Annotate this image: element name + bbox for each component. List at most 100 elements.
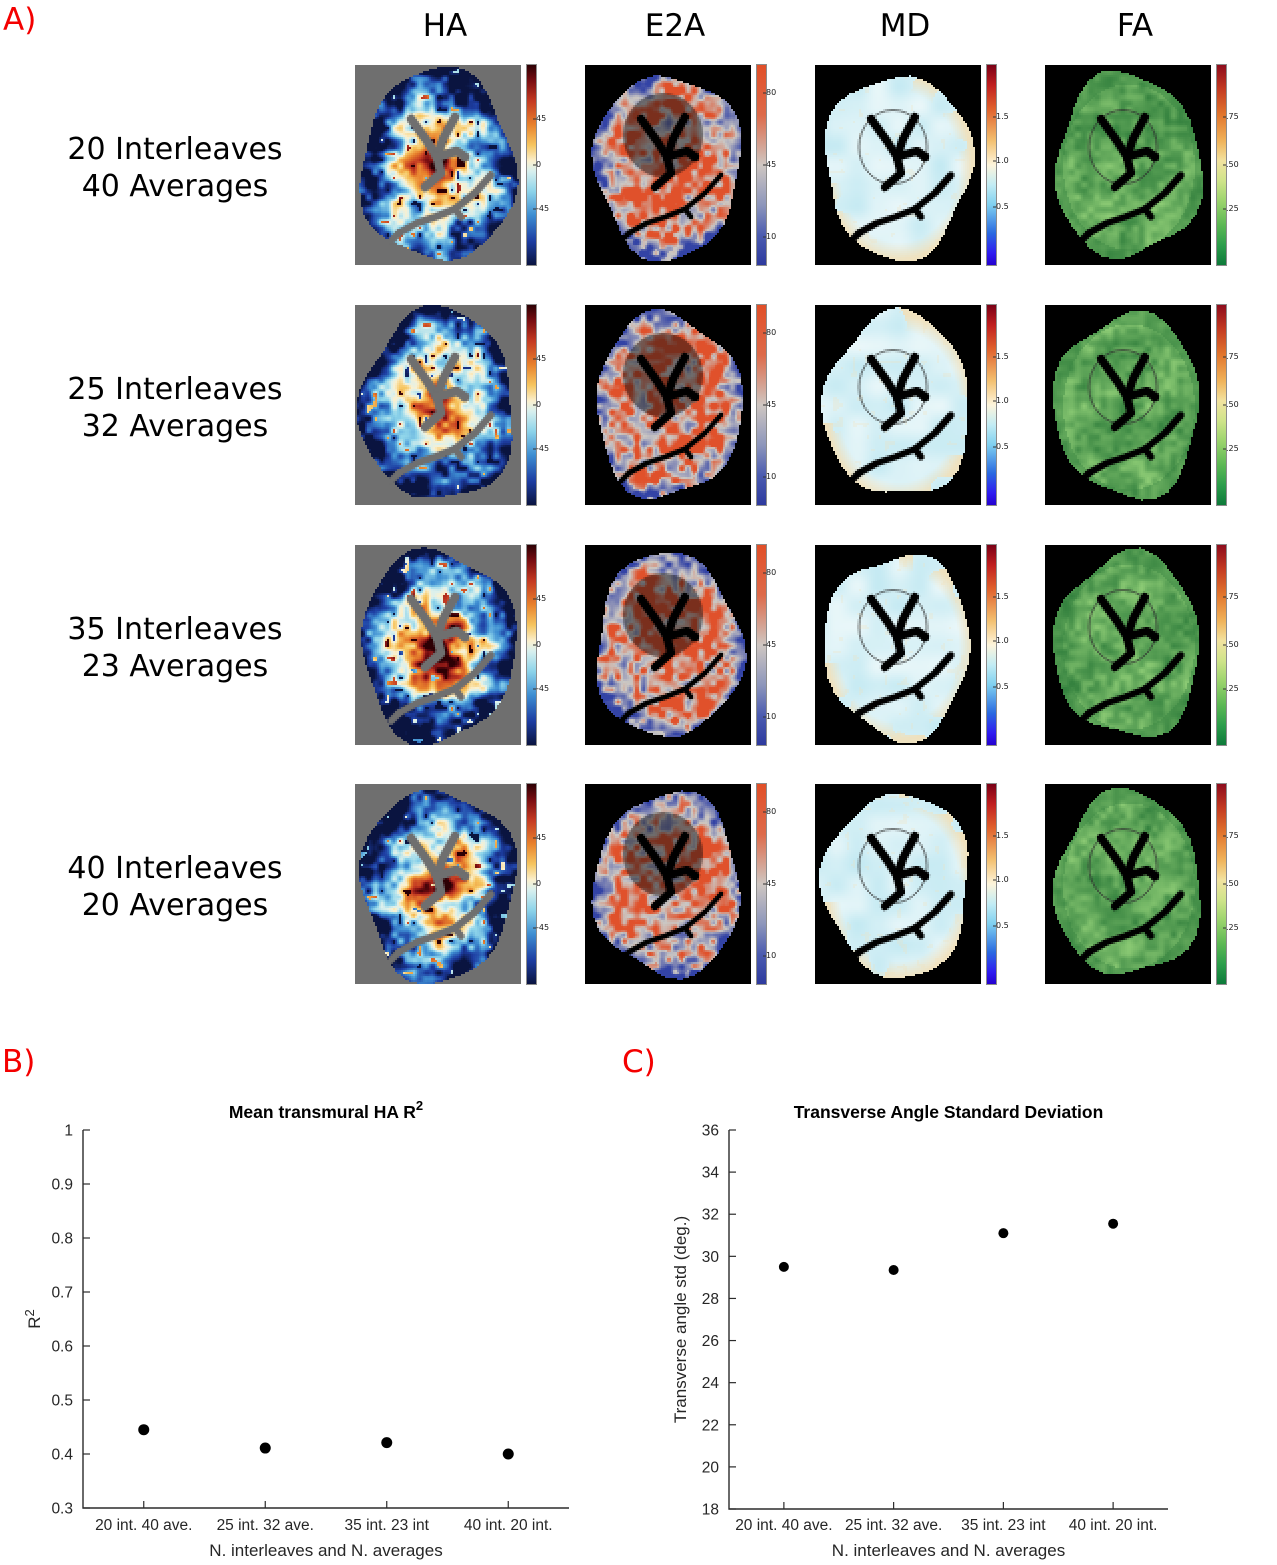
colorbar-tick-label: .50 xyxy=(1226,640,1239,649)
colorbar-tick-label: 45 xyxy=(536,833,547,842)
colorbar-tick-mark xyxy=(1223,116,1226,118)
e2a-map-canvas xyxy=(585,305,751,505)
x-tick-label: 20 int. 40 ave. xyxy=(735,1517,832,1534)
colorbar-tick-label: 1.0 xyxy=(996,875,1009,884)
y-tick-label: 32 xyxy=(702,1207,719,1224)
colorbar-tick-mark xyxy=(763,332,766,334)
colorbar-tick-label: 0.5 xyxy=(996,442,1009,451)
colorbar-tick-label: 1.0 xyxy=(996,636,1009,645)
y-tick-label: 0.7 xyxy=(51,1285,73,1302)
colorbar-tick-mark xyxy=(533,883,536,885)
axis-spines xyxy=(82,1130,569,1509)
colorbar-tick-label: -45 xyxy=(536,204,550,213)
fa-map-canvas xyxy=(1045,305,1211,505)
e2a-colorbar: 80 45 10 xyxy=(756,544,776,746)
colorbar-tick-mark xyxy=(1223,448,1226,450)
colorbar-tick-label: .25 xyxy=(1226,923,1239,932)
x-axis-label: N. interleaves and N. averages xyxy=(209,1541,442,1560)
y-axis-label: Transverse angle std (deg.) xyxy=(671,1216,690,1423)
y-tick-label: 0.8 xyxy=(51,1231,73,1248)
fa-colorbar: .75 .50 .25 xyxy=(1216,544,1239,746)
ha-colorbar: 45 0 -45 xyxy=(526,64,549,266)
md-map-canvas xyxy=(815,545,981,745)
colorbar-tick-mark xyxy=(993,835,996,837)
x-axis-label: N. interleaves and N. averages xyxy=(832,1541,1065,1560)
column-header-e2a: E2A xyxy=(644,8,706,44)
column-header-md: MD xyxy=(879,8,931,44)
colorbar-tick-label: 10 xyxy=(766,232,777,241)
y-tick-label: 0.5 xyxy=(51,1393,73,1410)
colorbar-tick-label: -45 xyxy=(536,444,550,453)
data-point xyxy=(778,1261,789,1272)
row-label-line1: 40 Interleaves xyxy=(67,851,283,886)
x-tick-label: 40 int. 20 int. xyxy=(464,1517,553,1534)
y-tick-label: 20 xyxy=(702,1459,720,1476)
colorbar-tick-mark xyxy=(1223,688,1226,690)
ha-colorbar: 45 0 -45 xyxy=(526,304,549,506)
e2a-map-cell-row4: 80 45 10 xyxy=(585,783,796,985)
axis-spines xyxy=(728,1130,1168,1510)
e2a-map-canvas xyxy=(585,545,751,745)
e2a-map-canvas xyxy=(585,65,751,265)
fa-map-cell-row2: .75 .50 .25 xyxy=(1045,304,1256,506)
ha-map-canvas xyxy=(355,65,521,265)
x-tick-label: 40 int. 20 int. xyxy=(1069,1517,1158,1534)
md-map-cell-row3: 1.5 1.0 0.5 xyxy=(815,544,1026,746)
colorbar-tick-mark xyxy=(533,358,536,360)
y-tick-label: 0.4 xyxy=(51,1447,73,1464)
y-tick-label: 28 xyxy=(702,1291,719,1308)
colorbar-tick-mark xyxy=(763,92,766,94)
fa-colorbar: .75 .50 .25 xyxy=(1216,64,1239,266)
colorbar-tick-mark xyxy=(993,879,996,881)
colorbar-tick-mark xyxy=(763,572,766,574)
ha-map-cell-row3: 45 0 -45 xyxy=(355,544,566,746)
e2a-map-cell-row2: 80 45 10 xyxy=(585,304,796,506)
colorbar-tick-label: 1.0 xyxy=(996,156,1009,165)
y-tick-label: 22 xyxy=(702,1417,719,1434)
colorbar-tick-label: .75 xyxy=(1226,112,1239,121)
colorbar-tick-label: 10 xyxy=(766,472,777,481)
colorbar-tick-mark xyxy=(993,596,996,598)
colorbar-tick-mark xyxy=(533,837,536,839)
chart-title: Transverse Angle Standard Deviation xyxy=(794,1102,1104,1122)
fa-map-cell-row1: .75 .50 .25 xyxy=(1045,64,1256,266)
md-map-canvas xyxy=(815,784,981,984)
colorbar-tick-label: 45 xyxy=(536,594,547,603)
y-tick-label: 1 xyxy=(64,1123,73,1140)
md-map-cell-row2: 1.5 1.0 0.5 xyxy=(815,304,1026,506)
colorbar-tick-label: 45 xyxy=(766,879,777,888)
fa-map-canvas xyxy=(1045,545,1211,745)
y-tick-label: 36 xyxy=(702,1123,719,1140)
md-colorbar: 1.5 1.0 0.5 xyxy=(986,783,1009,985)
x-tick-label: 25 int. 32 ave. xyxy=(845,1517,942,1534)
colorbar-tick-label: .75 xyxy=(1226,831,1239,840)
colorbar-tick-mark xyxy=(533,598,536,600)
e2a-map-cell-row3: 80 45 10 xyxy=(585,544,796,746)
colorbar-tick-mark xyxy=(993,160,996,162)
colorbar-tick-mark xyxy=(763,955,766,957)
colorbar-tick-mark xyxy=(533,164,536,166)
colorbar-tick-mark xyxy=(533,927,536,929)
fa-colorbar: .75 .50 .25 xyxy=(1216,304,1239,506)
row-label-line2: 23 Averages xyxy=(81,649,269,684)
data-point xyxy=(998,1228,1009,1239)
fa-map-cell-row4: .75 .50 .25 xyxy=(1045,783,1256,985)
x-tick-label: 35 int. 23 int xyxy=(961,1517,1046,1534)
colorbar-tick-mark xyxy=(763,716,766,718)
md-map-canvas xyxy=(815,305,981,505)
md-map-cell-row4: 1.5 1.0 0.5 xyxy=(815,783,1026,985)
colorbar-tick-label: .50 xyxy=(1226,160,1239,169)
colorbar-tick-label: 45 xyxy=(536,354,547,363)
chart-title: Mean transmural HA R2 xyxy=(229,1098,423,1122)
fa-map-canvas xyxy=(1045,65,1211,265)
md-map-canvas xyxy=(815,65,981,265)
md-colorbar: 1.5 1.0 0.5 xyxy=(986,304,1009,506)
e2a-colorbar: 80 45 10 xyxy=(756,783,776,985)
row-label-2: 25 Interleaves 32 Averages xyxy=(30,371,320,445)
colorbar-tick-label: .50 xyxy=(1226,400,1239,409)
y-tick-label: 18 xyxy=(702,1502,719,1519)
colorbar-tick-label: .75 xyxy=(1226,352,1239,361)
column-header-ha: HA xyxy=(422,8,468,44)
colorbar-tick-label: 1.5 xyxy=(996,831,1009,840)
